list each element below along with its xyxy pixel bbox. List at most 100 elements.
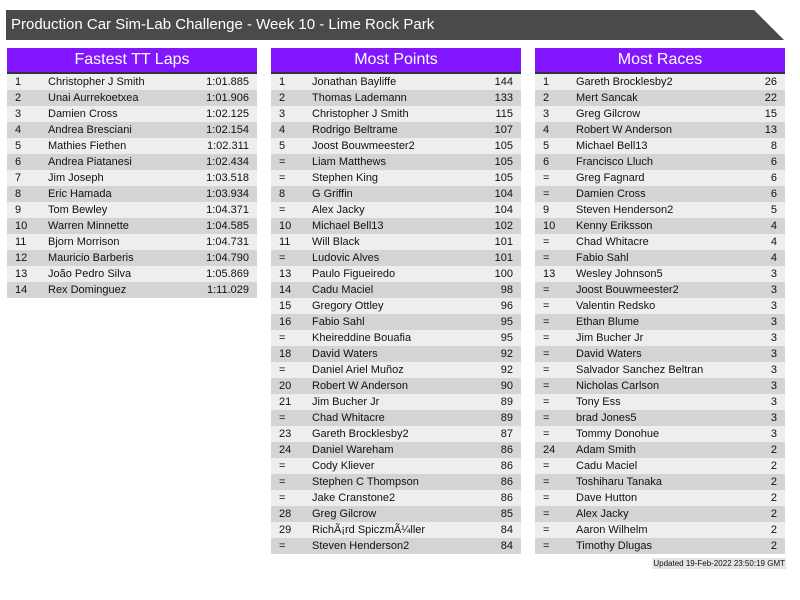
- value: 89: [500, 412, 513, 424]
- driver-name: Kheireddine Bouafia: [312, 332, 412, 344]
- table-row: = Timothy Dlugas 2: [535, 538, 785, 554]
- driver-name: Liam Matthews: [312, 156, 386, 168]
- value: 86: [500, 444, 513, 456]
- driver-name: Eric Hamada: [48, 188, 112, 200]
- position: 13: [279, 268, 292, 280]
- position: =: [543, 396, 550, 408]
- value: 3: [770, 268, 777, 280]
- position: 13: [543, 268, 556, 280]
- table-row: = Alex Jacky 2: [535, 506, 785, 522]
- value: 1:02.311: [206, 140, 249, 152]
- value: 105: [494, 172, 513, 184]
- value: 6: [770, 156, 777, 168]
- driver-name: Cadu Maciel: [312, 284, 374, 296]
- value: 1:01.885: [206, 76, 249, 88]
- value: 6: [770, 172, 777, 184]
- value: 3: [770, 364, 777, 376]
- most-points-panel: Most Points 1 Jonathan Bayliffe 144 2 Thomas…: [271, 48, 521, 554]
- position: 2: [15, 92, 22, 104]
- value: 133: [494, 92, 513, 104]
- value: 3: [770, 300, 777, 312]
- value: 1:05.869: [206, 268, 249, 280]
- driver-name: Greg Fagnard: [576, 172, 645, 184]
- driver-name: Andrea Bresciani: [48, 124, 132, 136]
- driver-name: Francisco Lluch: [576, 156, 654, 168]
- value: 3: [770, 348, 777, 360]
- value: 89: [500, 396, 513, 408]
- table-row: 21 Jim Bucher Jr 89: [271, 394, 521, 410]
- position: 7: [15, 172, 22, 184]
- driver-name: Steven Henderson2: [312, 540, 410, 552]
- value: 3: [770, 396, 777, 408]
- position: =: [279, 156, 286, 168]
- position: 28: [279, 508, 292, 520]
- driver-name: Unai Aurrekoetxea: [48, 92, 139, 104]
- position: 21: [279, 396, 292, 408]
- driver-name: Jake Cranstone2: [312, 492, 396, 504]
- table-row: 3 Damien Cross 1:02.125: [7, 106, 257, 122]
- position: 20: [279, 380, 292, 392]
- value: 92: [500, 348, 513, 360]
- table-row: 24 Adam Smith 2: [535, 442, 785, 458]
- table-row: = Tommy Donohue 3: [535, 426, 785, 442]
- table-row: 5 Mathies Fiethen 1:02.311: [7, 138, 257, 154]
- driver-name: Christopher J Smith: [312, 108, 409, 120]
- value: 86: [500, 460, 513, 472]
- table-row: 6 Andrea Piatanesi 1:02.434: [7, 154, 257, 170]
- position: 2: [543, 92, 550, 104]
- table-body: 1 Jonathan Bayliffe 144 2 Thomas Lademann 133…: [271, 74, 521, 554]
- table-row: = Chad Whitacre 4: [535, 234, 785, 250]
- value: 6: [770, 188, 777, 200]
- table-row: 24 Daniel Wareham 86: [271, 442, 521, 458]
- driver-name: Gareth Brocklesby2: [576, 76, 673, 88]
- position: 13: [15, 268, 28, 280]
- driver-name: Gregory Ottley: [312, 300, 384, 312]
- position: =: [279, 204, 286, 216]
- page-title: Production Car Sim-Lab Challenge - Week …: [6, 10, 784, 40]
- value: 84: [500, 540, 513, 552]
- position: 5: [15, 140, 22, 152]
- value: 104: [494, 204, 513, 216]
- position: 5: [279, 140, 286, 152]
- position: 11: [279, 236, 291, 248]
- table-row: = David Waters 3: [535, 346, 785, 362]
- position: 2: [279, 92, 286, 104]
- table-row: 2 Mert Sancak 22: [535, 90, 785, 106]
- value: 92: [500, 364, 513, 376]
- table-row: 8 Eric Hamada 1:03.934: [7, 186, 257, 202]
- position: 4: [543, 124, 550, 136]
- value: 3: [770, 284, 777, 296]
- table-row: 10 Kenny Eriksson 4: [535, 218, 785, 234]
- position: 24: [279, 444, 292, 456]
- position: 14: [15, 284, 28, 296]
- value: 104: [494, 188, 513, 200]
- table-row: 3 Christopher J Smith 115: [271, 106, 521, 122]
- position: 15: [279, 300, 292, 312]
- table-row: 11 Bjorn Morrison 1:04.731: [7, 234, 257, 250]
- position: 8: [279, 188, 286, 200]
- value: 85: [500, 508, 513, 520]
- value: 15: [764, 108, 777, 120]
- value: 2: [770, 460, 777, 472]
- position: 16: [279, 316, 292, 328]
- driver-name: Wesley Johnson5: [576, 268, 663, 280]
- table-row: = Liam Matthews 105: [271, 154, 521, 170]
- table-row: = Tony Ess 3: [535, 394, 785, 410]
- driver-name: Rodrigo Beltrame: [312, 124, 398, 136]
- table-row: 13 Wesley Johnson5 3: [535, 266, 785, 282]
- table-row: 9 Tom Bewley 1:04.371: [7, 202, 257, 218]
- table-row: 11 Will Black 101: [271, 234, 521, 250]
- table-row: = Nicholas Carlson 3: [535, 378, 785, 394]
- value: 101: [494, 236, 513, 248]
- value: 1:02.434: [206, 156, 249, 168]
- position: 5: [543, 140, 550, 152]
- table-row: = Ludovic Alves 101: [271, 250, 521, 266]
- value: 90: [500, 380, 513, 392]
- value: 1:04.731: [206, 236, 249, 248]
- table-row: = Damien Cross 6: [535, 186, 785, 202]
- driver-name: Michael Bell13: [312, 220, 384, 232]
- value: 1:04.585: [206, 220, 249, 232]
- position: =: [543, 492, 550, 504]
- table-row: 4 Andrea Bresciani 1:02.154: [7, 122, 257, 138]
- driver-name: Andrea Piatanesi: [48, 156, 132, 168]
